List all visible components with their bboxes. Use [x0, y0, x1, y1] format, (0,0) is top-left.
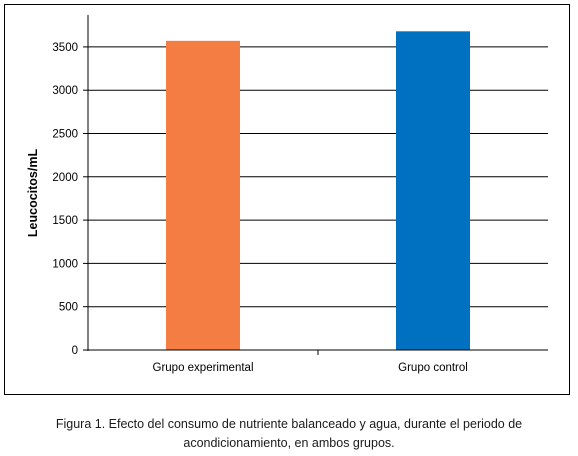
y-tick-label: 1500: [52, 215, 78, 227]
caption-line-1: Figura 1. Efecto del consumo de nutrient…: [55, 417, 523, 431]
y-tick-label: 0: [72, 345, 78, 357]
y-tick-label: 3500: [52, 42, 78, 54]
y-axis-title: Leucocitos/mL: [26, 149, 40, 238]
figure-caption: Figura 1. Efecto del consumo de nutrient…: [0, 415, 578, 453]
y-tick-label: 1000: [52, 258, 78, 270]
chart-frame: 0 500 1000 1500 2000 2500 3000 3500 Grupo experi…: [4, 4, 570, 395]
y-tick-label: 2500: [52, 129, 78, 141]
caption-line-2: acondicionamiento, en ambos grupos.: [183, 436, 395, 450]
bar-chart: 0 500 1000 1500 2000 2500 3000 3500 Grupo experi…: [26, 15, 548, 374]
y-tick-label: 3000: [52, 85, 78, 97]
y-tick-label: 2000: [52, 172, 78, 184]
x-category-label: Grupo experimental: [153, 362, 254, 374]
bar-grupo-control: [396, 31, 470, 350]
x-category-label: Grupo control: [398, 362, 468, 374]
bar-grupo-experimental: [166, 40, 240, 350]
y-tick-label: 500: [59, 302, 78, 314]
